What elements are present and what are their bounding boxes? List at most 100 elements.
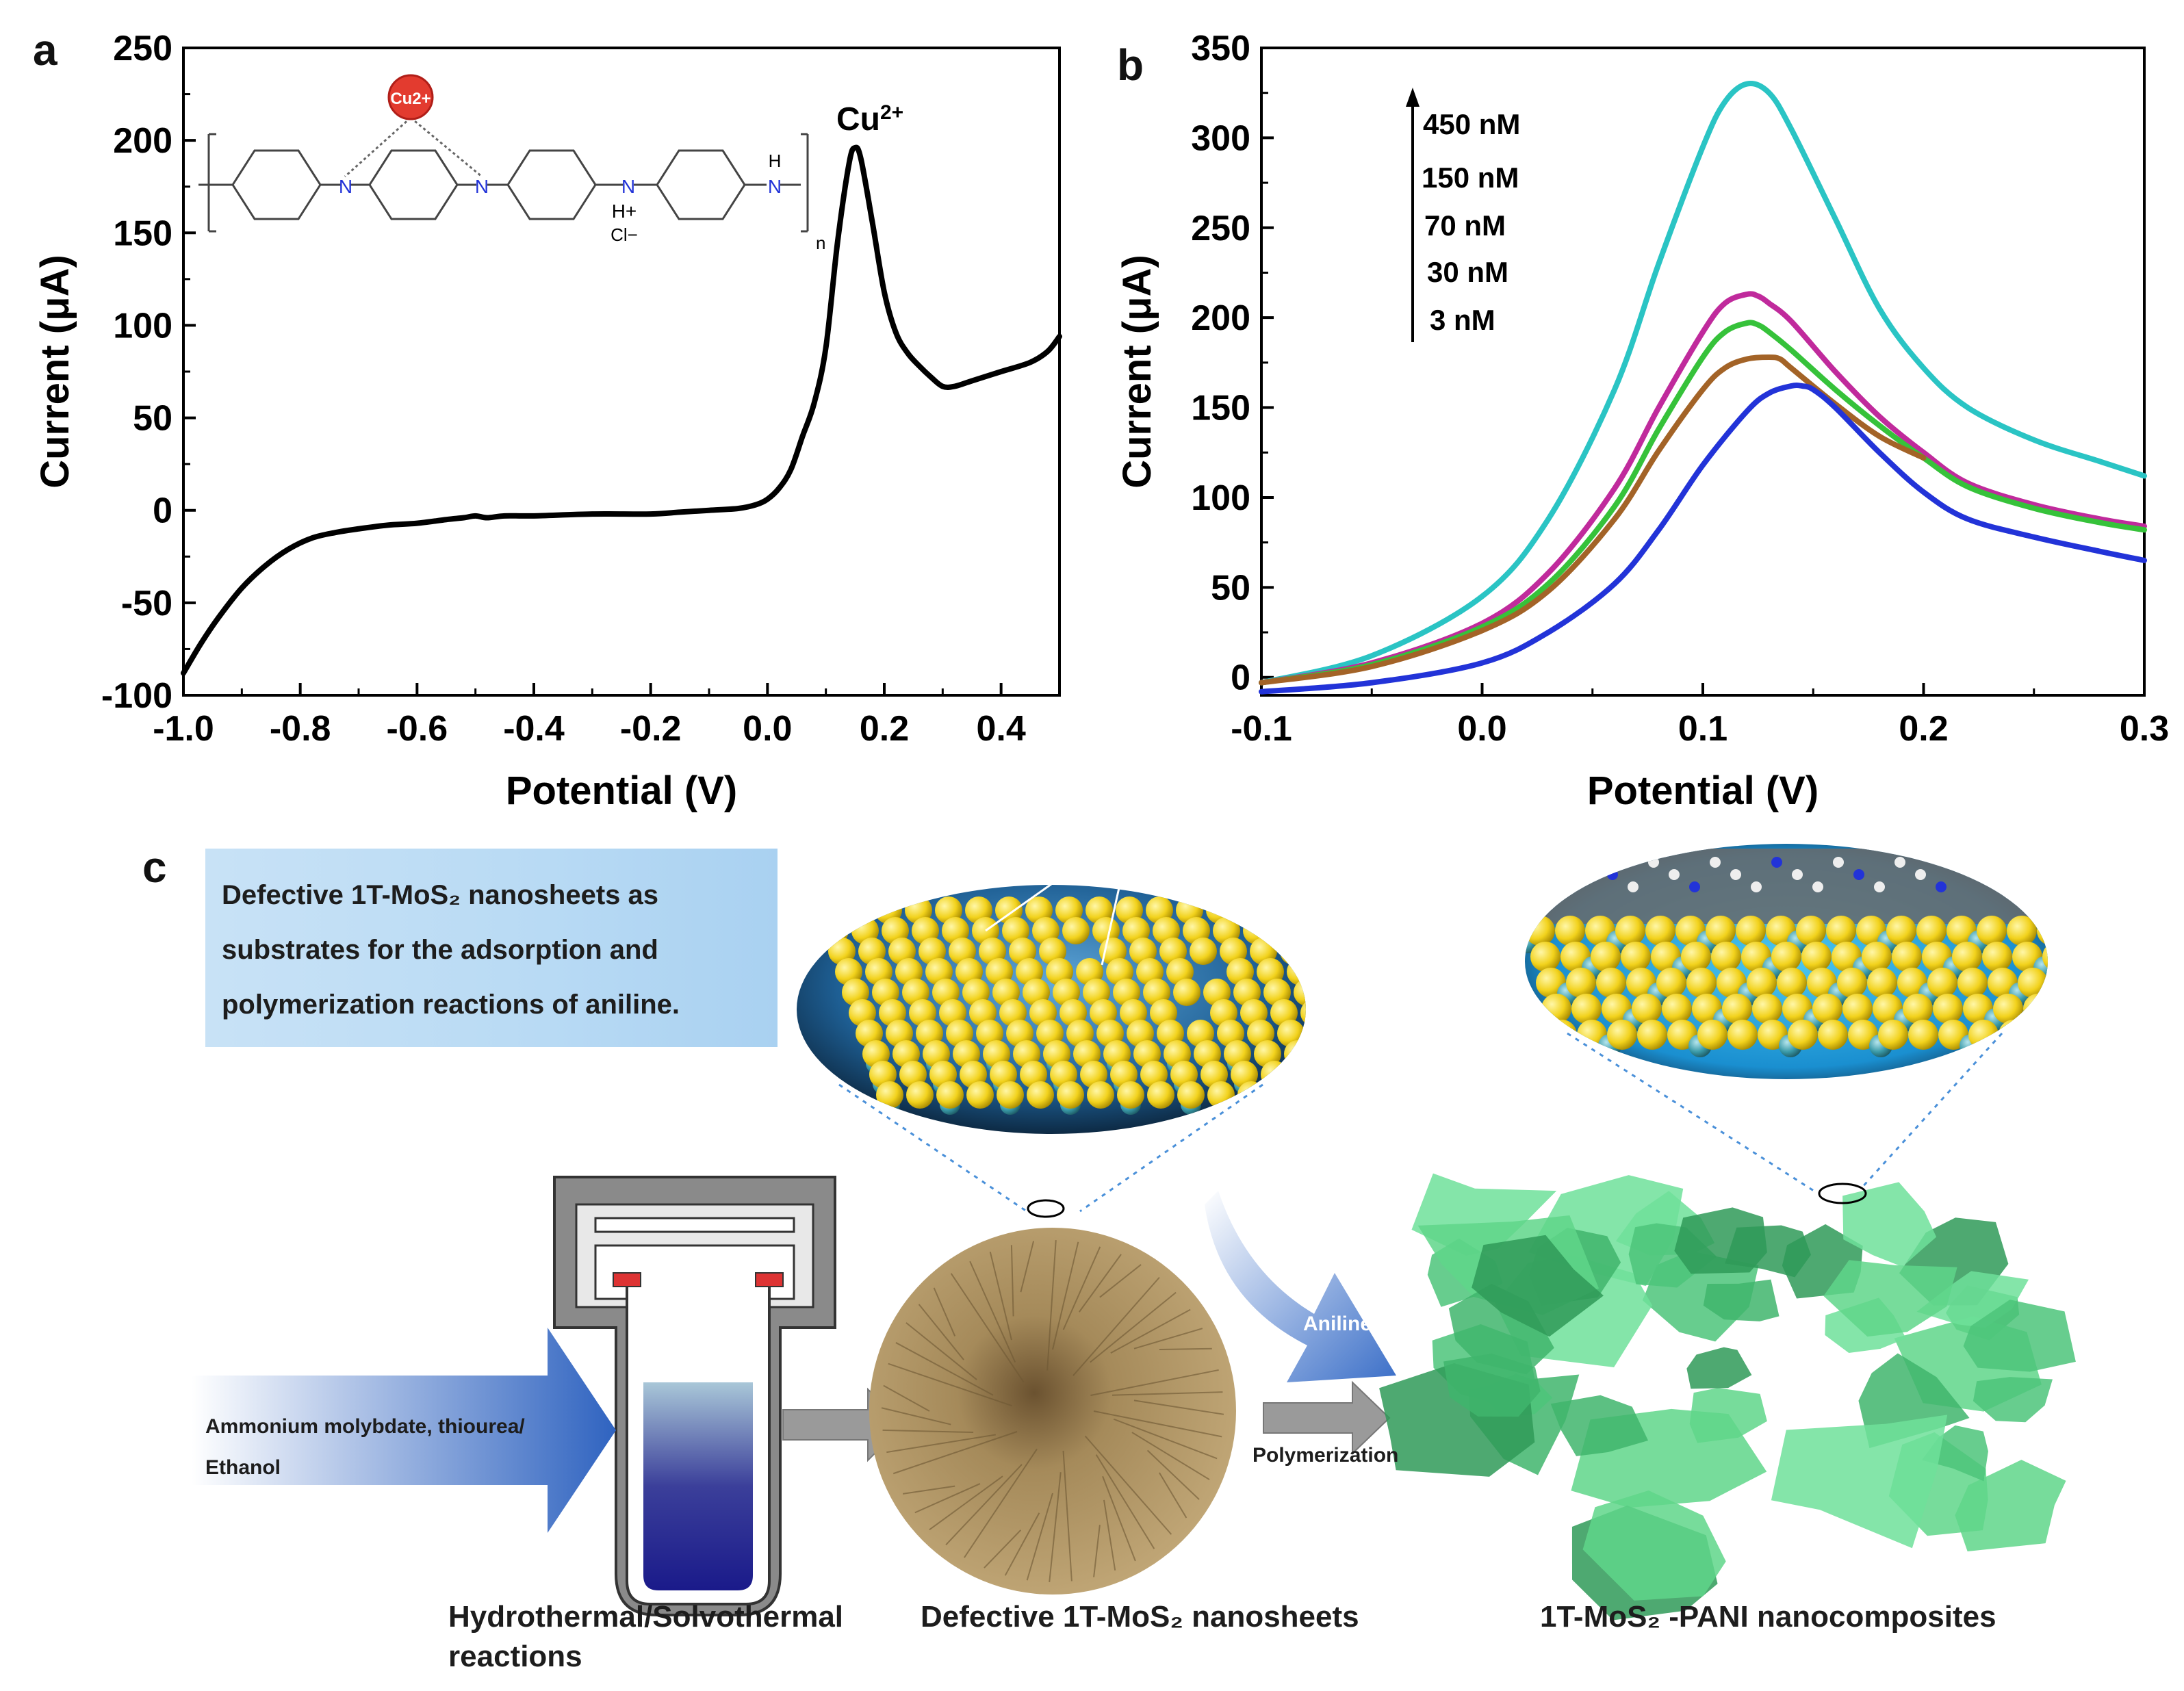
y-tick-label: 50: [133, 399, 172, 439]
mos2-nanoflower: [869, 1199, 1236, 1595]
inset-h: H: [769, 151, 782, 171]
sulfur-atom: [1147, 1081, 1174, 1109]
nanosheet-edge: [1095, 1454, 1155, 1549]
sulfur-atom: [1903, 994, 1933, 1024]
pani-flake: [1703, 1279, 1780, 1321]
inset-n-3: N: [621, 176, 635, 197]
nanosheet-edge: [918, 1304, 964, 1360]
precursor-label-1: Ammonium molybdate, thiourea/: [205, 1415, 525, 1438]
nanosheet-edge: [1159, 1472, 1187, 1519]
sulfur-atom: [1027, 1081, 1054, 1109]
zoom-line: [1567, 1032, 1814, 1192]
nanosheet-edge: [914, 1483, 981, 1514]
y-tick-label: -100: [101, 676, 172, 716]
nanosheet-edge: [1084, 1435, 1172, 1535]
sulfur-atom: [1266, 896, 1294, 924]
y-tick-label: 300: [1191, 118, 1250, 158]
nanosheet-edge: [1146, 1449, 1200, 1500]
x-tick-label: 0.3: [2120, 709, 2169, 749]
y-axis-label: Current (μA): [1115, 255, 1159, 489]
sulfur-atom: [1637, 1020, 1667, 1050]
nanosheet-edge: [1133, 1399, 1224, 1415]
nanosheet-edge: [1112, 1391, 1223, 1396]
x-tick-label: 0.0: [1457, 709, 1506, 749]
x-tick-label: -0.4: [503, 709, 565, 749]
peak-annotation: Cu2+: [836, 101, 903, 138]
nanosheet-edge: [950, 1273, 1025, 1383]
sulfur-atom: [1711, 942, 1741, 972]
sulfur-atom: [1291, 1061, 1306, 1088]
caption-reactor-line-1: Hydrothermal/Solvothermal: [448, 1600, 844, 1634]
sulfur-atom: [1300, 999, 1306, 1027]
y-tick-label: 250: [1191, 209, 1250, 248]
sulfur-atom: [1287, 958, 1306, 985]
sulfur-atom: [1547, 1020, 1577, 1050]
pani-flake: [1686, 1347, 1752, 1389]
caption-reactor: Hydrothermal/Solvothermal reactions: [448, 1597, 843, 1677]
x-tick-label: 0.2: [860, 709, 909, 749]
sulfur-atom: [1328, 1081, 1355, 1109]
sulfur-atom: [1752, 994, 1782, 1024]
y-tick-label: 200: [1191, 298, 1250, 338]
pani-atom: [1833, 857, 1844, 868]
pani-nanocomposite: [1379, 1173, 2076, 1621]
zoom-line: [1859, 1032, 2003, 1191]
sulfur-atom: [1916, 916, 1947, 946]
nanosheet-edge: [1062, 1246, 1101, 1330]
sulfur-atom: [1892, 942, 1922, 972]
sulfur-atom: [1530, 942, 1560, 972]
nanosheet-edge: [1133, 1328, 1203, 1350]
sulfur-atom: [1321, 1061, 1348, 1088]
sulfur-atom: [1173, 979, 1200, 1006]
nanosheet-edge: [1090, 1291, 1177, 1363]
sulfur-atom: [1681, 942, 1711, 972]
s-vacancy-pointer-2: [1101, 872, 1124, 966]
sulfur-atom: [966, 1081, 994, 1109]
s-vacancies-label: S-vacancies: [999, 846, 1118, 868]
sulfur-atom: [1294, 979, 1306, 1006]
pani-lattice: [1525, 849, 2078, 1057]
info-line-2: substrates for the adsorption and: [222, 935, 658, 965]
pani-atom: [1915, 869, 1926, 880]
sulfur-atom: [1812, 994, 1842, 1024]
sulfur-atom: [2048, 968, 2078, 998]
sulfur-atom: [1878, 1020, 1908, 1050]
nanosheet-edge: [1099, 1264, 1142, 1298]
pani-flake: [1674, 1207, 1767, 1274]
legend-150: 150 nM: [1422, 162, 1519, 194]
sulfur-atom: [1977, 916, 2007, 946]
nanosheet-edge: [945, 1464, 1023, 1546]
nanosheet-edge: [1093, 1525, 1101, 1577]
pani-flake: [1973, 1377, 2053, 1423]
nanosheet-edge: [1103, 1499, 1116, 1571]
pani-flake: [1963, 1300, 2076, 1372]
pani-atom: [1525, 857, 1536, 868]
nanosheet-edge: [892, 1431, 1018, 1475]
sulfur-atom: [1842, 994, 1873, 1024]
sulfur-atom: [1993, 994, 2023, 1024]
schematic-illustration: S-vacancies: [192, 844, 2078, 1621]
sulfur-atom: [1117, 1081, 1144, 1109]
panel-label-c: c: [142, 842, 167, 892]
legend-450: 450 nM: [1423, 108, 1520, 140]
panel-label-b: b: [1117, 40, 1144, 90]
panel-label-a: a: [33, 25, 57, 75]
aniline-label: Aniline: [1303, 1313, 1372, 1335]
y-tick-label: 250: [113, 29, 172, 68]
pani-flake: [1823, 1260, 1957, 1337]
pani-atom: [1936, 881, 1947, 892]
sulfur-atom: [1525, 916, 1555, 946]
sulfur-atom: [814, 896, 842, 924]
legend-3: 3 nM: [1430, 304, 1495, 336]
sulfur-atom: [2023, 994, 2048, 1024]
nanosheet-edge: [1049, 1472, 1062, 1583]
x-axis-label: Potential (V): [1587, 769, 1819, 813]
sulfur-atom: [1862, 942, 1892, 972]
sulfur-atom: [1307, 1020, 1335, 1047]
pani-flake: [1842, 1182, 1937, 1267]
nanosheet-edge: [881, 1407, 951, 1425]
sulfur-atom: [1541, 994, 1571, 1024]
sulfur-atom: [1927, 968, 1957, 998]
pani-atom: [1977, 869, 1988, 880]
nanosheet-edge: [1131, 1432, 1210, 1480]
